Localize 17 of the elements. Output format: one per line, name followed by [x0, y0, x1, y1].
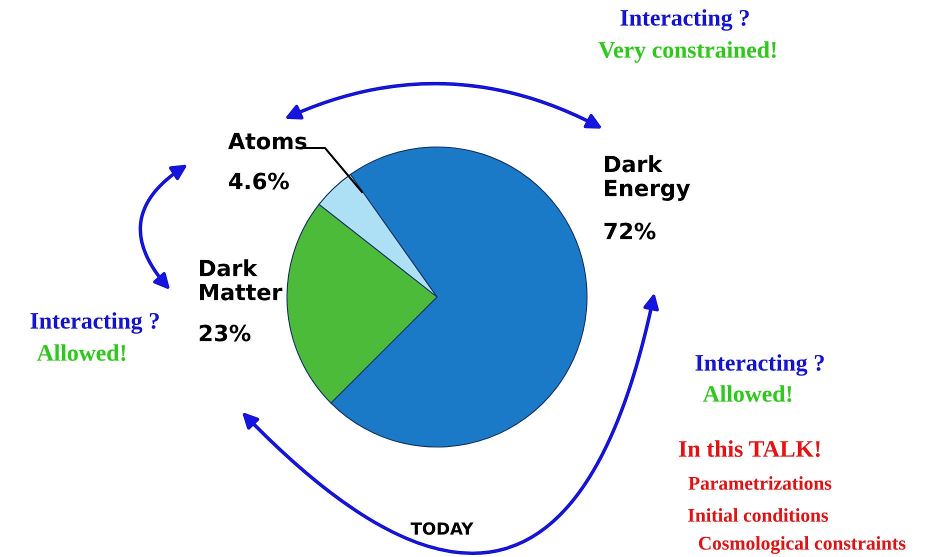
data-label: 4.6%	[229, 172, 289, 190]
slice-label: Dark Matter	[200, 259, 282, 300]
text: TODAY	[410, 522, 474, 535]
slice-label: Dark Energy	[605, 155, 690, 201]
slice-label: Atoms	[228, 132, 306, 150]
text: Parametrizations	[688, 476, 832, 490]
data-label: 23%	[200, 324, 250, 342]
text: Interacting ?	[620, 9, 749, 31]
text: Interacting ?	[696, 354, 824, 376]
text: Interacting ?	[30, 312, 159, 334]
text: Allowed!	[702, 385, 792, 402]
text: Cosmological constraints	[698, 536, 906, 554]
text: Allowed!	[36, 344, 126, 362]
text: Initial conditions	[688, 508, 828, 522]
data-label: 72%	[604, 222, 656, 240]
text: Very constrained!	[598, 41, 776, 63]
text: In this TALK!	[679, 440, 820, 458]
